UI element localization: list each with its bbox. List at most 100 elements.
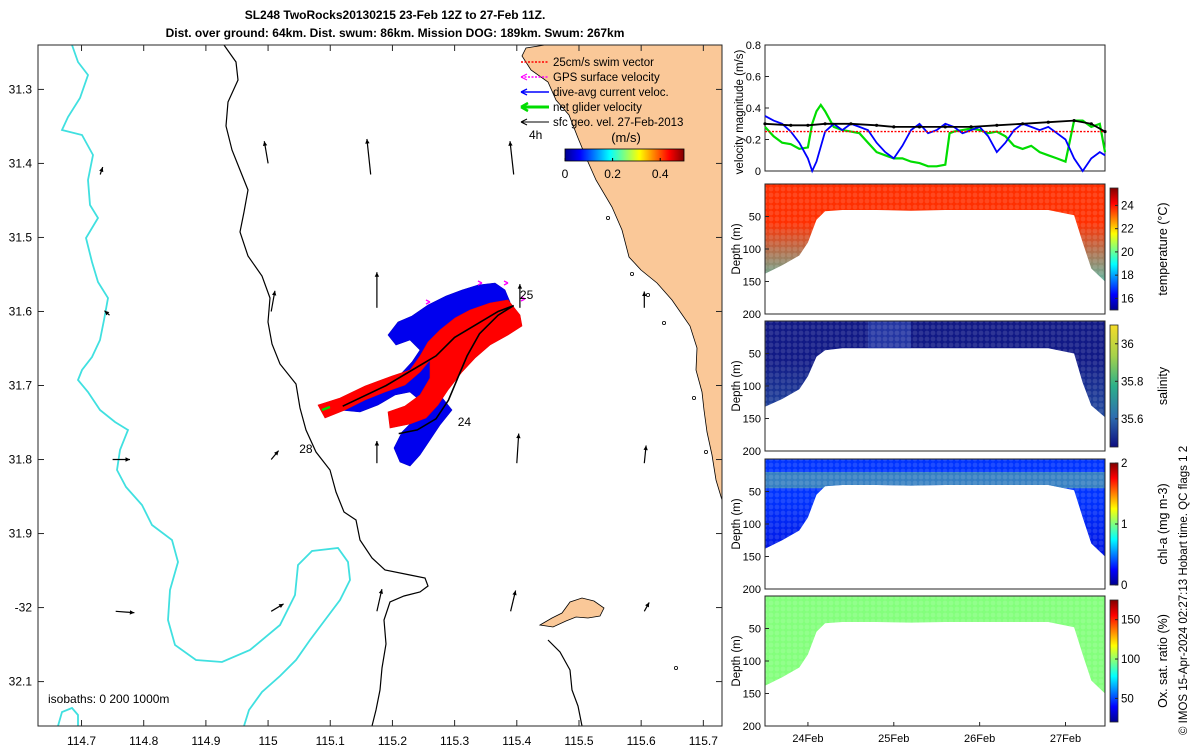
x-tick-label: 115.3 [440,734,469,748]
y-tick-label: 150 [743,552,761,564]
islet [606,215,611,220]
colorbar-tick-label: 100 [1121,654,1140,666]
y-tick-label: 0 [755,166,761,178]
legend-entry-dive-avg: dive-avg current veloc. [520,87,669,99]
velocity-point [943,125,947,129]
geo-velocity-arrow [104,310,110,316]
y-tick-label: 50 [749,212,761,224]
colorbar-tick-label: 0 [562,167,569,181]
velocity-point [1021,122,1025,126]
y-axis-label: velocity magnitude (m/s) [734,50,746,175]
colorbar-tick-label: 0.4 [652,167,669,181]
y-axis-label: Depth (m) [731,498,743,549]
gps-velocity-marker [520,296,526,302]
colorbar-tick-label: 2 [1121,458,1127,470]
copyright-text: © IMOS 15-Apr-2024 02:27:13 Hobart time.… [1178,446,1190,735]
x-tick-label: 25Feb [878,733,909,745]
x-tick-label: 115 [259,734,278,748]
velocity-point [1103,130,1107,134]
section-panel: 50 100 150 200 Depth (m) 24 22 20 18 16 temperatur… [731,183,1170,321]
velocity-point [995,123,999,127]
chart-title-line-1: SL248 TwoRocks20130215 23-Feb 12Z to 27-… [244,8,546,22]
geo-velocity-arrow [99,166,104,175]
x-tick-label: 26Feb [964,733,995,745]
y-tick-label: 0.2 [746,135,761,147]
geo-velocity-arrow [270,603,284,612]
colorbar-tick-label: 20 [1121,247,1134,259]
legend-entry-net-glider: net glider velocity [520,101,642,114]
x-tick-label: 115.5 [564,734,593,748]
colorbar-tick-label: 0.2 [604,167,621,181]
y-tick-label: 100 [743,244,761,256]
y-tick-label: 31.7 [9,379,33,393]
speed-colorbar: (m/s) 0 0.2 0.4 [562,130,685,181]
y-tick-label: 31.5 [9,230,33,244]
y-tick-label: 50 [749,624,761,636]
y-tick-label: 150 [743,277,761,289]
track-label: 28 [299,442,313,456]
island-land [538,597,605,628]
islet [646,292,651,297]
x-tick-label: 115.7 [689,734,718,748]
geo-velocity-arrow [112,457,130,462]
islet [674,666,679,671]
y-axis-label: Depth (m) [731,360,743,411]
colorbar-title: (m/s) [611,130,641,145]
colorbar-label: chl-a (mg m-3) [1156,483,1170,564]
velocity-point [1072,119,1076,123]
panel-frame [764,44,1106,172]
y-tick-label: 31.3 [9,82,33,96]
legend-label: GPS surface velocity [553,72,660,84]
swim-vector-swath [317,299,523,429]
y-tick-label: 31.4 [9,156,33,170]
geo-velocity-arrow [374,272,380,308]
geo-velocity-arrow [270,290,277,312]
islet [704,449,709,454]
gps-velocity-marker [425,299,431,305]
gps-velocity-marker [503,280,509,286]
x-tick-label: 114.9 [191,734,220,748]
geo-velocity-arrow [270,450,280,460]
colorbar-tick-label: 16 [1121,293,1134,305]
geo-velocity-arrow [374,441,380,464]
isobath-shallow [60,45,351,726]
velocity-point [875,123,879,127]
geo-velocity-arrow [516,433,521,464]
geo-velocity-arrow [510,590,517,612]
colorbar-label: temperature (°C) [1156,202,1170,295]
geo-velocity-arrow [642,291,647,308]
colorbar-tick-label: 50 [1121,693,1134,705]
y-tick-label: 50 [749,487,761,499]
colorbar-label: salinity [1156,366,1170,405]
x-tick-label: 114.7 [67,734,96,748]
y-tick-label: 100 [743,381,761,393]
colorbar-label: Ox. sat. ratio (%) [1156,614,1170,708]
y-axis-label: Depth (m) [731,635,743,686]
x-tick-label: 27Feb [1050,733,1081,745]
y-tick-label: 0.6 [746,72,761,84]
x-tick-label: 115.4 [502,734,531,748]
track-label: 25 [520,288,534,302]
legend-label: sfc geo. vel. 27-Feb-2013 [553,117,683,129]
x-tick-label: 115.1 [316,734,345,748]
y-tick-label: 200 [743,446,761,458]
section-panel: 50 100 150 200 Depth (m) 2 1 0 chl-a (mg m-3) [731,458,1170,596]
velocity-point [763,122,767,126]
velocity-point [1046,120,1050,124]
velocity-point [789,123,793,127]
y-tick-label: 100 [743,519,761,531]
velocity-series-line [764,119,1106,133]
colorbar-gradient [1109,324,1119,448]
velocity-point [917,125,922,129]
x-tick-label: 115.6 [627,734,656,748]
velocity-point [806,123,810,127]
colorbar-tick-label: 35.6 [1121,414,1143,426]
colorbar-tick-label: 22 [1121,224,1134,236]
y-tick-label: 150 [743,414,761,426]
isobath-deep [223,45,429,726]
y-tick-label: 0.8 [746,40,761,52]
track-label: 24 [458,415,472,429]
isobath-deep-2 [547,639,583,726]
